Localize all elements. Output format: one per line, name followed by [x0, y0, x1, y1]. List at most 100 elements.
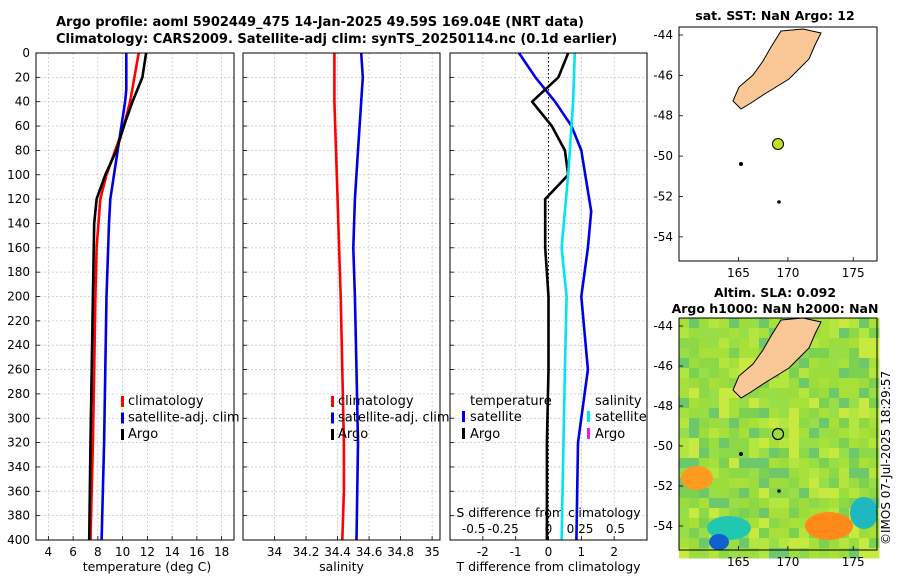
x2-tick-label: 0.25: [567, 522, 594, 536]
y-tick-label: 180: [7, 265, 30, 279]
island-marker: [739, 162, 743, 166]
y-tick-label: 80: [15, 143, 30, 157]
y-tick-label: 340: [7, 460, 30, 474]
legend-swatch: [462, 411, 465, 422]
x-axis-label-sal: salinity: [319, 559, 364, 574]
legend-swatch: [121, 429, 124, 440]
legend-label: satellite-adj. clim: [128, 411, 240, 426]
map-lat-label: -46: [653, 68, 673, 82]
legend-label: climatology: [338, 394, 414, 409]
island-marker: [777, 200, 781, 204]
map-lon-label: 165: [727, 555, 750, 569]
series-line-temperature-satellite: [517, 52, 593, 541]
y-tick-label: 200: [7, 290, 30, 304]
series-line-temperature-argo: [530, 52, 570, 540]
y-tick-label: 400: [7, 533, 30, 547]
legend-label: Argo: [470, 427, 500, 442]
x-tick-label: 8: [94, 545, 102, 559]
x-tick-label: 12: [140, 545, 155, 559]
x-tick-label: 34.8: [387, 545, 414, 559]
map-sla-title-1: Altim. SLA: 0.092: [714, 285, 836, 300]
map-lat-label: -50: [653, 439, 673, 453]
y-tick-label: 140: [7, 216, 30, 230]
y-tick-label: 160: [7, 241, 30, 255]
argo-position-marker: [772, 138, 784, 150]
y-tick-label: 260: [7, 363, 30, 377]
legend-label: Argo: [595, 427, 625, 442]
map-lon-label: 170: [776, 555, 799, 569]
sla-high-patch: [805, 512, 853, 540]
x2-axis-label: S difference from climatology: [456, 505, 641, 520]
legend-label: Argo: [128, 427, 158, 442]
y-tick-label: 220: [7, 314, 30, 328]
map-lat-label: -54: [653, 519, 673, 533]
x-tick-label: 18: [214, 545, 229, 559]
y-tick-label: 300: [7, 411, 30, 425]
x-axis-label-tdiff: T difference from climatology: [455, 559, 641, 574]
island-marker: [777, 489, 781, 493]
x-tick-label: 34: [267, 545, 282, 559]
argo-position-marker-sla: [771, 427, 785, 441]
x2-tick-label: -0.5: [462, 522, 485, 536]
legend-label: satellite: [470, 410, 522, 425]
x-tick-label: 0: [545, 545, 553, 559]
sla-low-patch: [707, 516, 751, 540]
x2-tick-label: -0.25: [488, 522, 519, 536]
x-tick-label: 14: [164, 545, 179, 559]
y-tick-label: 100: [7, 168, 30, 182]
y-tick-label: 40: [15, 95, 30, 109]
x-tick-label: 35: [424, 545, 439, 559]
sla-low-core: [709, 534, 729, 550]
map-lon-label: 170: [776, 266, 799, 280]
legend-label: climatology: [128, 394, 204, 409]
series-line-satellite-adj-clim: [351, 52, 365, 541]
x-tick-label: 6: [69, 545, 77, 559]
legend-title-sal: salinity: [595, 394, 642, 409]
x-tick-label: 2: [610, 545, 618, 559]
series-line-argo: [87, 52, 148, 541]
y-tick-label: 360: [7, 484, 30, 498]
x-tick-label: 34.2: [293, 545, 320, 559]
map-sst-frame: [678, 26, 878, 262]
legend-swatch: [121, 412, 124, 424]
sla-low-patch: [850, 497, 878, 529]
legend-swatch: [121, 396, 124, 407]
y-tick-label: 20: [15, 70, 30, 84]
x-tick-label: 1: [578, 545, 586, 559]
y-tick-label: 280: [7, 387, 30, 401]
panel-frame: [242, 52, 441, 541]
x-tick-label: -1: [510, 545, 522, 559]
sla-high-patch: [681, 466, 713, 490]
series-line-climatology: [333, 53, 346, 541]
y-tick-label: 0: [22, 46, 30, 60]
legend-label: satellite-adj. clim: [338, 411, 450, 426]
title-line-2: Climatology: CARS2009. Satellite-adj cli…: [56, 32, 618, 47]
legend-swatch: [331, 429, 334, 440]
x-tick-label: 34.4: [324, 545, 351, 559]
land-mass-sla: [732, 317, 822, 399]
map-lat-label: -48: [653, 109, 673, 123]
legend-swatch: [587, 411, 590, 422]
island-marker: [739, 452, 743, 456]
x-axis-label-temp: temperature (deg C): [83, 559, 212, 574]
map-lat-label: -44: [653, 28, 673, 42]
map-lon-label: 175: [842, 266, 865, 280]
watermark: ©IMOS 07-Jul-2025 18:29:57: [879, 371, 893, 545]
map-lat-label: -52: [653, 479, 673, 493]
x-tick-label: 16: [189, 545, 204, 559]
y-tick-label: 380: [7, 509, 30, 523]
map-sst-title: sat. SST: NaN Argo: 12: [695, 8, 854, 23]
map-lon-label: 175: [842, 555, 865, 569]
x2-tick-label: 0: [545, 522, 553, 536]
y-tick-label: 60: [15, 119, 30, 133]
map-lat-label: -50: [653, 149, 673, 163]
legend-swatch: [587, 428, 590, 439]
series-line-satellite-adj-clim: [100, 53, 128, 541]
map-sla-frame: [678, 317, 878, 551]
legend-swatch: [331, 396, 334, 407]
y-tick-label: 120: [7, 192, 30, 206]
series-line-salinity-satellite: [560, 52, 577, 541]
x-tick-label: 34.6: [356, 545, 383, 559]
legend-label: Argo: [338, 427, 368, 442]
